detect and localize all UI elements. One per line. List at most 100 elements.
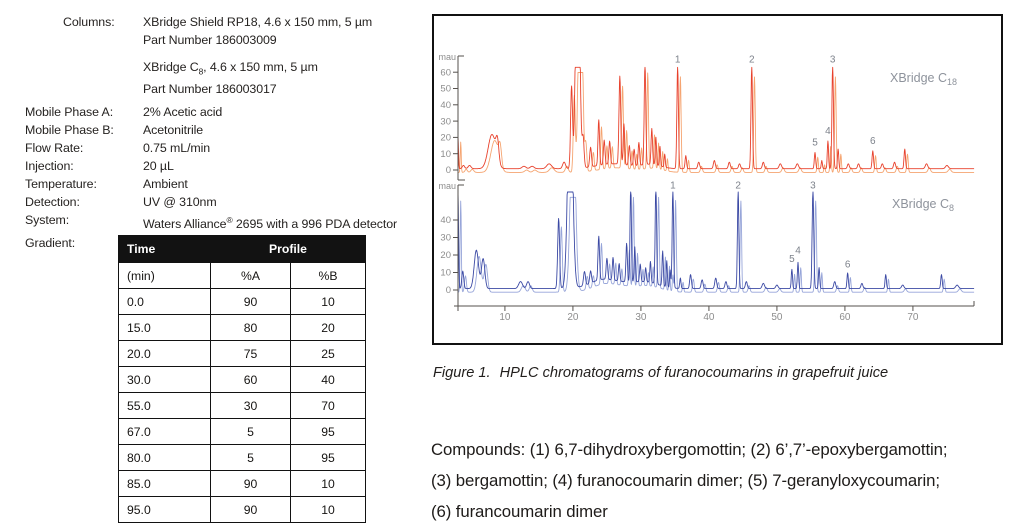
subheader-percent-a: %A <box>210 262 291 289</box>
y-tick-label: 40 <box>440 100 451 111</box>
cell-percent-b: 10 <box>290 470 366 497</box>
peak-label-3: 3 <box>830 54 836 65</box>
y-tick-label: 0 <box>446 165 451 176</box>
method-row: Injection: 20 µL <box>25 157 397 175</box>
peak-label-6: 6 <box>870 136 876 147</box>
cell-time: 0.0 <box>118 288 211 315</box>
method-row: XBridge C8, 4.6 x 150 mm, 5 µm Part Numbe… <box>25 58 397 98</box>
x-tick-label: 60 <box>839 312 851 323</box>
cell-time: 85.0 <box>118 470 211 497</box>
method-value: XBridge C8, 4.6 x 150 mm, 5 µm Part Numbe… <box>143 60 318 97</box>
cell-percent-a: 30 <box>210 392 291 419</box>
peak-label-5: 5 <box>789 254 795 265</box>
cell-percent-a: 60 <box>210 366 291 393</box>
table-header-profile: Profile <box>210 235 366 263</box>
cell-time: 55.0 <box>118 392 211 419</box>
trace-echo <box>457 72 975 173</box>
x-tick-label: 30 <box>635 312 647 323</box>
method-conditions-panel: Columns: XBridge Shield RP18, 4.6 x 150 m… <box>25 13 397 252</box>
figure-caption-label: Figure 1. <box>433 365 491 381</box>
cell-time: 80.0 <box>118 444 211 471</box>
y-axis: 0 10 20 30 40 50 60 mau <box>438 52 465 181</box>
gradient-table-row: 30.0 60 40 <box>118 366 366 393</box>
y-tick-label: 20 <box>440 133 451 144</box>
method-row: System: Waters Alliance® 2695 with a 996 … <box>25 211 397 233</box>
trace-main <box>457 66 975 170</box>
gradient-table-row: 15.0 80 20 <box>118 314 366 341</box>
method-label: System: <box>25 213 70 228</box>
peak-label-1: 1 <box>670 181 676 192</box>
cell-percent-b: 70 <box>290 392 366 419</box>
method-label: Columns: <box>63 15 115 29</box>
method-label: Mobile Phase A: <box>25 105 114 120</box>
method-value: XBridge Shield RP18, 4.6 x 150 mm, 5 µm P… <box>143 15 373 47</box>
gradient-table-row: 95.0 90 10 <box>118 496 366 523</box>
method-label: Mobile Phase B: <box>25 123 114 138</box>
cell-percent-a: 90 <box>210 496 291 523</box>
method-row: Flow Rate: 0.75 mL/min <box>25 139 397 157</box>
peak-label-4: 4 <box>795 245 801 256</box>
method-label: Temperature: <box>25 177 97 192</box>
peak-label-1: 1 <box>675 54 681 65</box>
peak-label-5: 5 <box>812 138 818 149</box>
subheader-min: (min) <box>118 262 211 289</box>
y-tick-label: 40 <box>440 215 451 226</box>
x-tick-label: 20 <box>567 312 579 323</box>
gradient-table-subheader-row: (min) %A %B <box>118 262 366 289</box>
chromatogram-c18: 0 10 20 30 40 50 60 mau 1 2 3 54 6 XBridge C18 <box>438 52 975 181</box>
cell-percent-b: 95 <box>290 418 366 445</box>
method-value: UV @ 310nm <box>143 195 217 210</box>
method-row: Mobile Phase B: Acetonitrile <box>25 121 397 139</box>
x-tick-label: 50 <box>771 312 783 323</box>
y-tick-label: 50 <box>440 84 451 95</box>
method-row: Gradient: <box>25 234 397 252</box>
method-value: 0.75 mL/min <box>143 141 211 156</box>
method-value: Ambient <box>143 177 188 192</box>
y-tick-label: 10 <box>440 149 451 160</box>
method-row: Columns: XBridge Shield RP18, 4.6 x 150 m… <box>25 13 397 49</box>
method-row: Mobile Phase A: 2% Acetic acid <box>25 103 397 121</box>
cell-percent-a: 75 <box>210 340 291 367</box>
chart-title-c8: XBridge C8 <box>892 197 954 213</box>
cell-percent-b: 10 <box>290 496 366 523</box>
y-tick-label: 20 <box>440 250 451 261</box>
peak-label-3: 3 <box>810 181 816 192</box>
cell-time: 20.0 <box>118 340 211 367</box>
method-label: Injection: <box>25 159 74 174</box>
y-tick-label: 30 <box>440 233 451 244</box>
peak-label-2: 2 <box>735 181 741 192</box>
trace-main <box>457 191 975 290</box>
method-value: Waters Alliance® 2695 with a 996 PDA det… <box>143 215 398 232</box>
cell-percent-b: 25 <box>290 340 366 367</box>
peak-label-4: 4 <box>825 126 831 137</box>
y-axis: 0 10 20 30 40 mau <box>438 181 464 306</box>
cell-time: 67.0 <box>118 418 211 445</box>
method-row: Temperature: Ambient <box>25 175 397 193</box>
gradient-table-row: 20.0 75 25 <box>118 340 366 367</box>
x-tick-label: 10 <box>499 312 511 323</box>
figure-caption-text: HPLC chromatograms of furanocoumarins in… <box>499 365 889 381</box>
method-label <box>25 58 143 98</box>
y-tick-label: 30 <box>440 116 451 127</box>
cell-percent-b: 40 <box>290 366 366 393</box>
cell-percent-b: 10 <box>290 288 366 315</box>
x-tick-label: 70 <box>907 312 919 323</box>
cell-percent-a: 5 <box>210 444 291 471</box>
method-label: Flow Rate: <box>25 141 84 156</box>
cell-percent-a: 90 <box>210 470 291 497</box>
cell-percent-a: 5 <box>210 418 291 445</box>
x-axis: 10 20 30 40 50 60 70 <box>454 301 975 323</box>
y-axis-unit-label: mau <box>438 181 456 191</box>
chromatogram-c8: 0 10 20 30 40 mau 10 20 30 40 50 60 70 1 2 3 54 6 XBridge … <box>438 181 975 323</box>
peak-label-2: 2 <box>749 54 755 65</box>
subheader-percent-b: %B <box>290 262 366 289</box>
method-value: 2% Acetic acid <box>143 105 223 120</box>
cell-percent-a: 90 <box>210 288 291 315</box>
table-header-time: Time <box>118 235 211 263</box>
cell-percent-a: 80 <box>210 314 291 341</box>
method-label: Gradient: <box>25 235 76 250</box>
peak-label-6: 6 <box>845 259 851 270</box>
trace-echo <box>457 196 975 293</box>
